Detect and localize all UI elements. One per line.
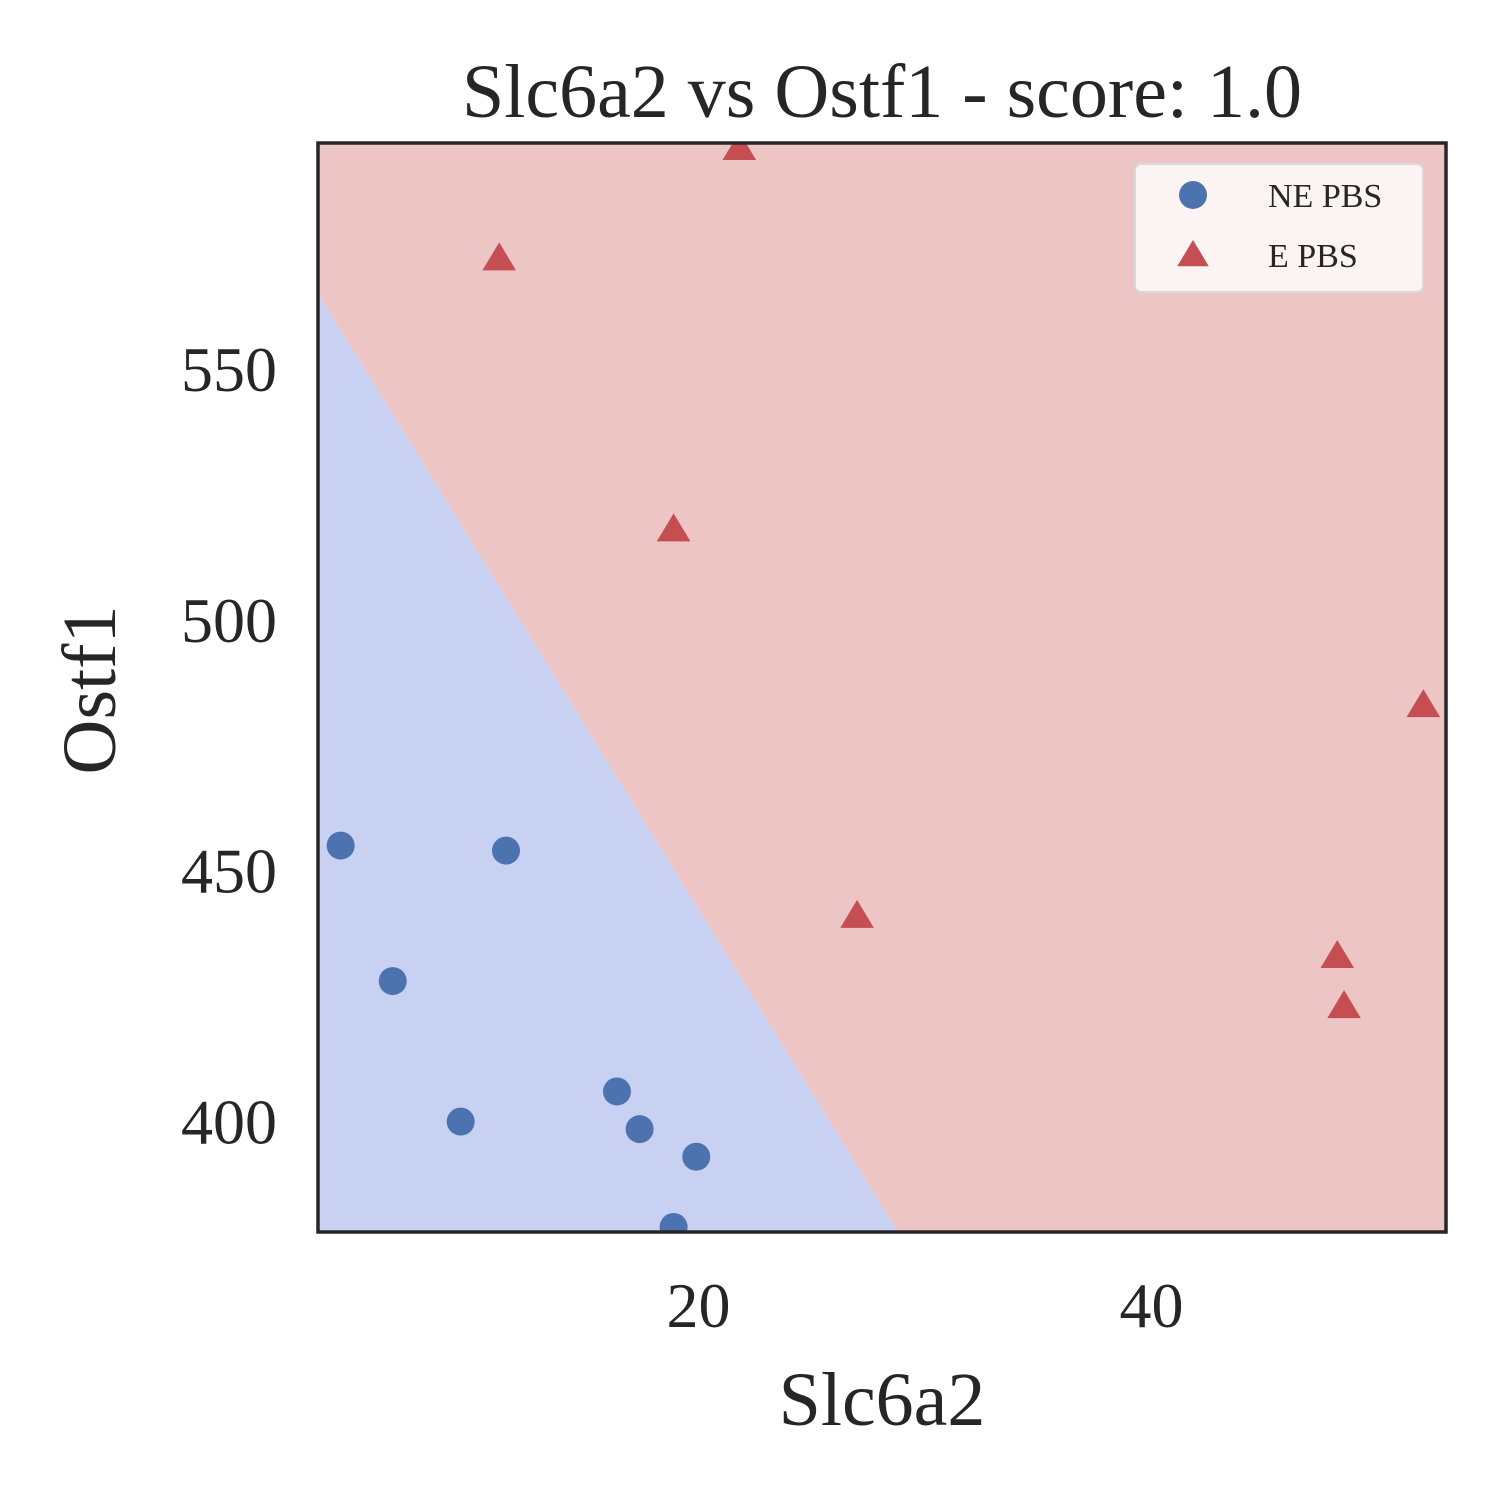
y-tick-label: 550 (181, 334, 277, 405)
data-point-ne-pbs (625, 1115, 654, 1144)
x-tick-label: 20 (667, 1270, 731, 1341)
data-point-ne-pbs (378, 967, 407, 996)
data-point-e-pbs (722, 143, 757, 161)
plot-frame (316, 141, 1448, 1234)
data-point-ne-pbs (492, 836, 520, 865)
data-point-e-pbs (656, 513, 691, 542)
x-tick-label: 40 (1120, 1270, 1184, 1341)
legend-label: NE PBS (1268, 178, 1382, 215)
plot-area (318, 143, 1446, 1232)
y-tick-label: 450 (181, 836, 277, 907)
data-point-ne-pbs (602, 1077, 631, 1106)
decision-region-e-pbs (318, 143, 1446, 1232)
data-points (326, 143, 1441, 1232)
x-axis-label: Slc6a2 (779, 1358, 986, 1442)
data-point-ne-pbs (446, 1107, 475, 1136)
data-point-ne-pbs (682, 1142, 711, 1171)
data-point-e-pbs (1406, 689, 1441, 718)
decision-region-ne-pbs (318, 293, 898, 1232)
data-point-e-pbs (840, 899, 874, 928)
legend-marker-ne-pbs (1179, 181, 1207, 209)
y-tick-label: 500 (181, 585, 277, 656)
legend: NE PBS E PBS (1134, 163, 1424, 293)
legend-box (1134, 163, 1424, 293)
legend-marker-e-pbs (1177, 240, 1209, 267)
legend-label: E PBS (1268, 238, 1358, 275)
data-point-ne-pbs (326, 831, 355, 860)
y-tick-label: 400 (181, 1087, 277, 1158)
x-axis-ticks: 20 40 (667, 1270, 1184, 1341)
data-point-e-pbs (482, 242, 517, 271)
data-point-e-pbs (1320, 939, 1355, 968)
y-axis-ticks: 400 450 500 550 (181, 334, 277, 1158)
data-point-e-pbs (1327, 990, 1361, 1019)
data-point-ne-pbs (659, 1212, 688, 1232)
y-axis-label: Ostf1 (48, 606, 132, 775)
chart-title: Slc6a2 vs Ostf1 - score: 1.0 (462, 50, 1302, 134)
